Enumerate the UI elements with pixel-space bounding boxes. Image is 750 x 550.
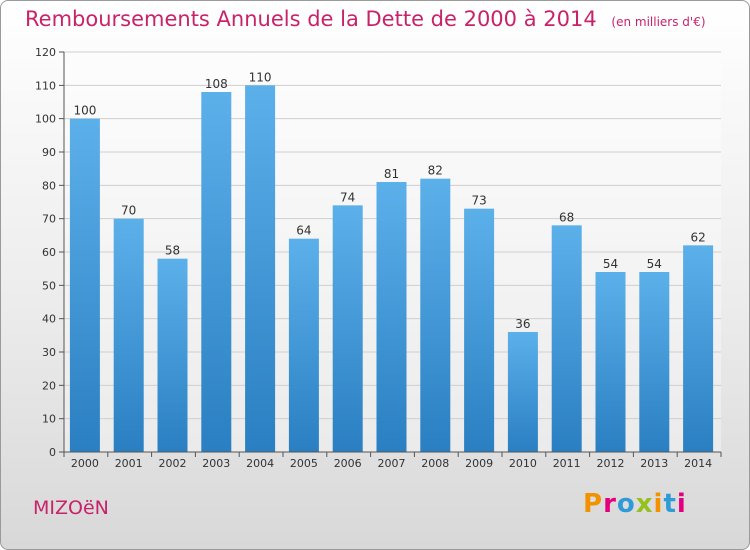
bar-value-label: 54 xyxy=(647,257,662,271)
y-tick-label: 80 xyxy=(42,179,56,192)
x-tick-label: 2006 xyxy=(334,457,362,470)
bar-value-label: 58 xyxy=(165,244,180,258)
x-tick-label: 2001 xyxy=(115,457,143,470)
proxiti-logo[interactable]: Proxiti xyxy=(583,489,687,519)
y-tick-label: 110 xyxy=(35,79,56,92)
bar-2009 xyxy=(464,208,495,452)
x-tick-label: 2002 xyxy=(159,457,187,470)
commune-name: MIZOëN xyxy=(33,497,109,519)
x-tick-label: 2005 xyxy=(290,457,318,470)
y-tick-label: 90 xyxy=(42,146,56,159)
y-tick-label: 100 xyxy=(35,113,56,126)
bar-value-label: 70 xyxy=(121,204,136,218)
y-tick-label: 20 xyxy=(42,379,56,392)
x-tick-label: 2012 xyxy=(597,457,625,470)
bar-value-label: 108 xyxy=(205,77,228,91)
chart-subtitle: (en milliers d'€) xyxy=(611,15,706,29)
bar-2003 xyxy=(201,92,232,452)
bar-value-label: 73 xyxy=(471,194,486,208)
x-tick-label: 2014 xyxy=(684,457,712,470)
bar-2004 xyxy=(245,85,276,452)
x-tick-label: 2007 xyxy=(378,457,406,470)
bar-value-label: 64 xyxy=(296,224,311,238)
y-tick-label: 120 xyxy=(35,46,56,59)
bar-value-label: 36 xyxy=(515,317,530,331)
x-tick-label: 2000 xyxy=(71,457,99,470)
bar-2002 xyxy=(157,258,188,452)
bar-2010 xyxy=(507,332,538,452)
y-tick-label: 0 xyxy=(49,446,56,459)
bar-2013 xyxy=(639,272,670,452)
bar-2005 xyxy=(288,238,319,452)
bar-value-label: 81 xyxy=(384,167,399,181)
x-tick-label: 2011 xyxy=(553,457,581,470)
x-tick-label: 2008 xyxy=(421,457,449,470)
bar-value-label: 54 xyxy=(603,257,618,271)
bar-2011 xyxy=(551,225,582,452)
x-tick-label: 2013 xyxy=(640,457,668,470)
chart-title-text: Remboursements Annuels de la Dette de 20… xyxy=(25,7,597,31)
x-tick-label: 2010 xyxy=(509,457,537,470)
x-tick-label: 2004 xyxy=(246,457,274,470)
y-tick-label: 70 xyxy=(42,213,56,226)
bar-value-label: 110 xyxy=(249,70,272,84)
bar-value-label: 82 xyxy=(428,164,443,178)
y-tick-label: 60 xyxy=(42,246,56,259)
bar-2001 xyxy=(113,218,144,452)
bar-2008 xyxy=(420,178,451,452)
bar-2012 xyxy=(595,272,626,452)
bar-2000 xyxy=(69,118,100,453)
x-tick-label: 2003 xyxy=(202,457,230,470)
bar-value-label: 74 xyxy=(340,190,355,204)
chart-title: Remboursements Annuels de la Dette de 20… xyxy=(25,7,706,31)
bar-value-label: 100 xyxy=(73,104,96,118)
y-tick-label: 40 xyxy=(42,313,56,326)
bar-2007 xyxy=(376,182,407,452)
y-tick-label: 50 xyxy=(42,279,56,292)
y-tick-label: 10 xyxy=(42,413,56,426)
bar-2006 xyxy=(332,205,363,452)
bar-2014 xyxy=(683,245,714,452)
bar-value-label: 68 xyxy=(559,210,574,224)
y-tick-label: 30 xyxy=(42,346,56,359)
x-tick-label: 2009 xyxy=(465,457,493,470)
bar-value-label: 62 xyxy=(690,230,705,244)
